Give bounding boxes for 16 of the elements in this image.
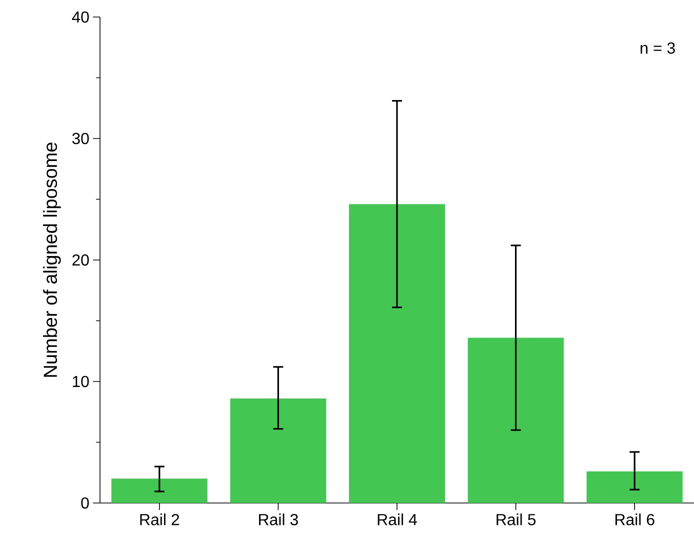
y-tick-label: 30 — [72, 132, 89, 144]
bar — [230, 398, 326, 503]
y-tick-label: 10 — [72, 376, 89, 388]
bar — [586, 471, 683, 503]
y-tick-label: 20 — [72, 254, 89, 266]
y-axis-title: Number of aligned liposome — [43, 142, 61, 377]
x-tick-label: Rail 3 — [259, 514, 298, 526]
x-tick-label: Rail 6 — [615, 514, 654, 526]
y-tick-label: 40 — [72, 11, 89, 23]
x-tick-label: Rail 2 — [140, 514, 180, 526]
y-tick-label: 0 — [81, 497, 89, 509]
annotation: n = 3 — [640, 42, 675, 54]
bar — [349, 204, 445, 503]
bar — [111, 478, 208, 503]
x-tick-label: Rail 4 — [378, 514, 417, 526]
x-tick-label: Rail 5 — [496, 514, 536, 526]
